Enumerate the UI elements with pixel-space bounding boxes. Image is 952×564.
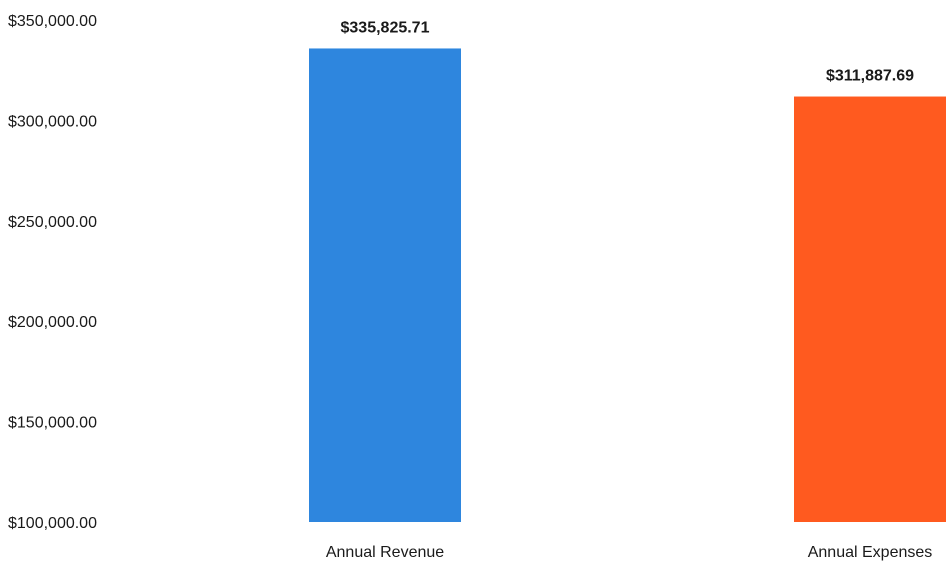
y-tick-label: $250,000.00	[8, 214, 97, 231]
y-tick-label: $200,000.00	[8, 314, 97, 331]
category-label-annual-expenses: Annual Expenses	[808, 544, 933, 561]
data-labels: $335,825.71 $311,887.69	[341, 19, 915, 84]
bars	[309, 48, 946, 523]
y-tick-label: $150,000.00	[8, 415, 97, 432]
category-label-annual-revenue: Annual Revenue	[326, 544, 444, 561]
bar-annual-revenue	[309, 48, 461, 522]
y-tick-label: $100,000.00	[8, 515, 97, 532]
y-tick-label: $300,000.00	[8, 113, 97, 130]
data-label-annual-revenue: $335,825.71	[341, 19, 430, 36]
bar-annual-expenses	[794, 96, 946, 523]
x-axis: Annual Revenue Annual Expenses	[326, 544, 932, 561]
data-label-annual-expenses: $311,887.69	[826, 68, 914, 85]
y-tick-label: $350,000.00	[8, 13, 97, 30]
y-axis: $100,000.00 $150,000.00 $200,000.00 $250,00…	[8, 13, 97, 532]
